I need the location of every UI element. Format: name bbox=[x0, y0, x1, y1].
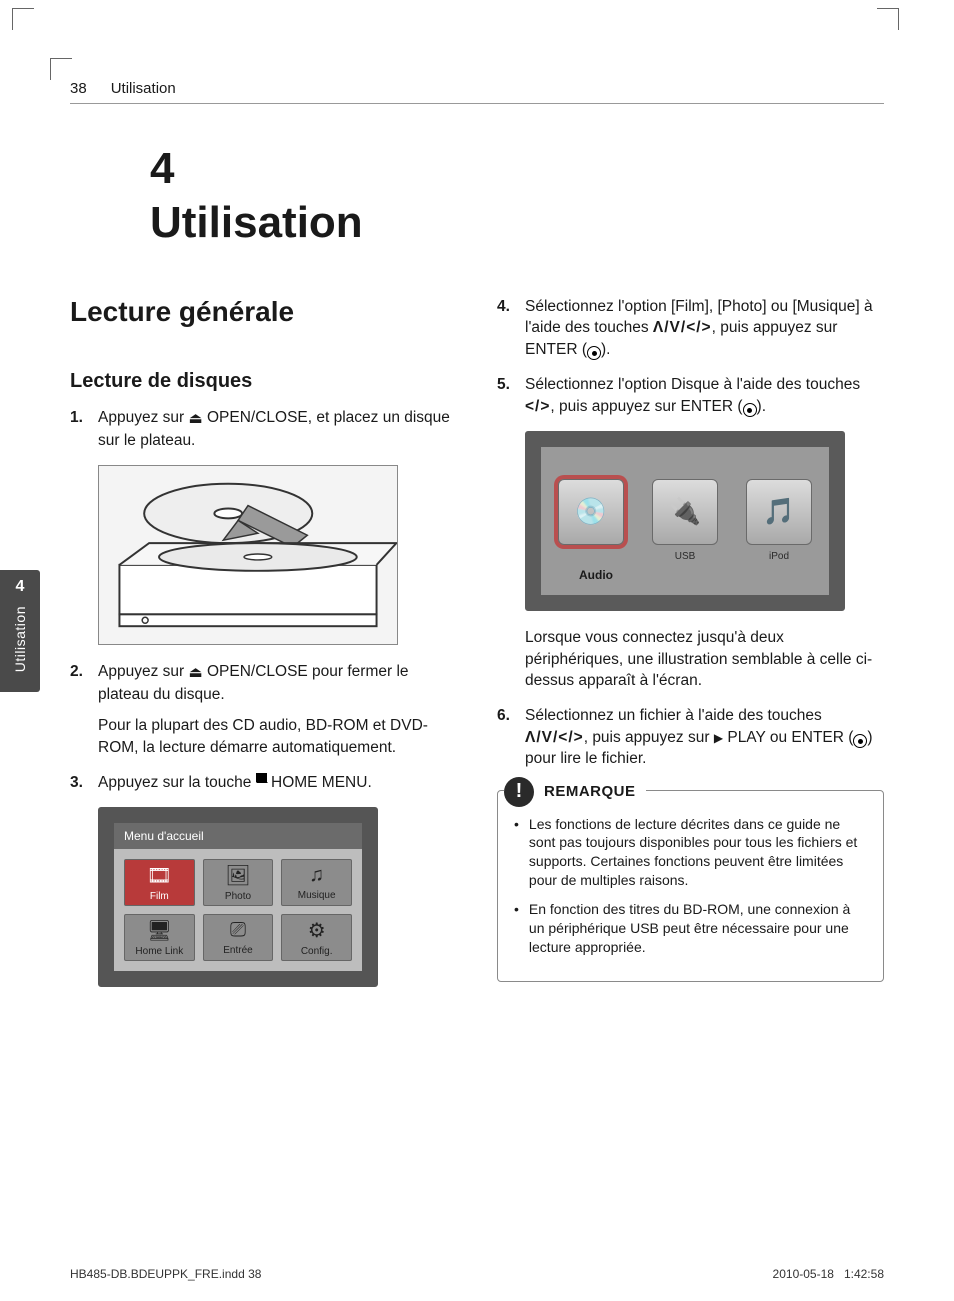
figure-home-menu: Menu d'accueil 🎞Film 🖼Photo ♫Musique 🖥Ho… bbox=[98, 807, 378, 987]
side-tab-number: 4 bbox=[0, 578, 40, 596]
step-number: 3. bbox=[70, 772, 88, 793]
page-number: 38 bbox=[70, 80, 87, 97]
remark-item: Les fonctions de lecture décrites dans c… bbox=[514, 815, 867, 891]
note-after-step5: Lorsque vous connectez jusqu'à deux péri… bbox=[525, 627, 884, 691]
arrow-keys-icon: Λ/V/</> bbox=[653, 319, 712, 336]
disc-illustration bbox=[99, 466, 397, 644]
exclamation-icon: ! bbox=[504, 777, 534, 807]
step-text: Appuyez sur OPEN/CLOSE, et placez un dis… bbox=[98, 407, 457, 451]
step-text: Appuyez sur la touche HOME MENU. bbox=[98, 772, 457, 793]
audio-tile-usb: 🔌 bbox=[652, 479, 718, 545]
enter-icon bbox=[743, 403, 757, 417]
page: 38 Utilisation 4 Utilisation 4 Utilisati… bbox=[70, 80, 884, 1251]
menu-item-homelink: 🖥Home Link bbox=[124, 914, 195, 961]
menu-title: Menu d'accueil bbox=[114, 823, 362, 849]
eject-icon bbox=[188, 409, 202, 426]
footer-file: HB485-DB.BDEUPPK_FRE.indd 38 bbox=[70, 1267, 261, 1281]
step-text: Sélectionnez un fichier à l'aide des tou… bbox=[525, 705, 884, 769]
step-1: 1. Appuyez sur OPEN/CLOSE, et placez un … bbox=[70, 407, 457, 451]
step-text: Sélectionnez l'option Disque à l'aide de… bbox=[525, 374, 884, 417]
step-2: 2. Appuyez sur OPEN/CLOSE pour fermer le… bbox=[70, 661, 457, 758]
eject-icon bbox=[188, 663, 202, 680]
step-6: 6. Sélectionnez un fichier à l'aide des … bbox=[497, 705, 884, 769]
step-5: 5. Sélectionnez l'option Disque à l'aide… bbox=[497, 374, 884, 417]
step-text: Appuyez sur OPEN/CLOSE pour fermer le pl… bbox=[98, 661, 457, 758]
audio-tile-ipod: 🎵 bbox=[746, 479, 812, 545]
menu-item-musique: ♫Musique bbox=[281, 859, 352, 906]
chapter-title: Utilisation bbox=[150, 198, 884, 248]
enter-icon bbox=[853, 734, 867, 748]
crop-mark bbox=[50, 58, 72, 80]
step-number: 6. bbox=[497, 705, 515, 769]
remark-box: ! REMARQUE Les fonctions de lecture décr… bbox=[497, 790, 884, 982]
crop-mark bbox=[877, 8, 899, 30]
step-text: Sélectionnez l'option [Film], [Photo] ou… bbox=[525, 296, 884, 360]
chapter-number: 4 bbox=[150, 144, 884, 194]
remark-header: ! REMARQUE bbox=[504, 777, 646, 807]
step-number: 5. bbox=[497, 374, 515, 417]
footer: HB485-DB.BDEUPPK_FRE.indd 38 2010-05-18 … bbox=[70, 1267, 884, 1281]
running-header: 38 Utilisation bbox=[70, 80, 884, 104]
step-subtext: Pour la plupart des CD audio, BD-ROM et … bbox=[98, 715, 457, 758]
remark-title: REMARQUE bbox=[544, 783, 636, 800]
step-4: 4. Sélectionnez l'option [Film], [Photo]… bbox=[497, 296, 884, 360]
audio-tile-disc: 💿 bbox=[558, 479, 624, 545]
figure-disc-tray bbox=[98, 465, 398, 645]
audio-title: Audio bbox=[579, 568, 613, 582]
left-column: Lecture générale Lecture de disques 1. A… bbox=[70, 296, 457, 1003]
menu-item-film: 🎞Film bbox=[124, 859, 195, 906]
play-icon bbox=[714, 729, 723, 746]
side-tab: 4 Utilisation bbox=[0, 570, 40, 692]
step-number: 1. bbox=[70, 407, 88, 451]
arrow-keys-icon: </> bbox=[525, 398, 550, 415]
step-number: 2. bbox=[70, 661, 88, 758]
menu-item-config: ⚙Config. bbox=[281, 914, 352, 961]
side-tab-label: Utilisation bbox=[12, 606, 28, 672]
footer-datetime: 2010-05-18 1:42:58 bbox=[773, 1267, 884, 1281]
heading-lecture-generale: Lecture générale bbox=[70, 296, 457, 328]
audio-labels: USB iPod bbox=[558, 551, 812, 562]
home-icon bbox=[256, 773, 267, 782]
heading-lecture-disques: Lecture de disques bbox=[70, 370, 457, 393]
audio-tiles: 💿 🔌 🎵 bbox=[548, 461, 822, 551]
enter-icon bbox=[587, 346, 601, 360]
header-section: Utilisation bbox=[111, 80, 176, 97]
remark-item: En fonction des titres du BD-ROM, une co… bbox=[514, 900, 867, 957]
menu-item-photo: 🖼Photo bbox=[203, 859, 274, 906]
crop-mark bbox=[12, 8, 34, 30]
menu-item-entree: ⎚Entrée bbox=[203, 914, 274, 961]
right-column: 4. Sélectionnez l'option [Film], [Photo]… bbox=[497, 296, 884, 1003]
step-number: 4. bbox=[497, 296, 515, 360]
menu-grid: 🎞Film 🖼Photo ♫Musique 🖥Home Link ⎚Entrée… bbox=[114, 849, 362, 971]
arrow-keys-icon: Λ/V/</> bbox=[525, 729, 584, 746]
step-3: 3. Appuyez sur la touche HOME MENU. bbox=[70, 772, 457, 793]
figure-audio-source: 💿 🔌 🎵 USB iPod Audio bbox=[525, 431, 845, 611]
